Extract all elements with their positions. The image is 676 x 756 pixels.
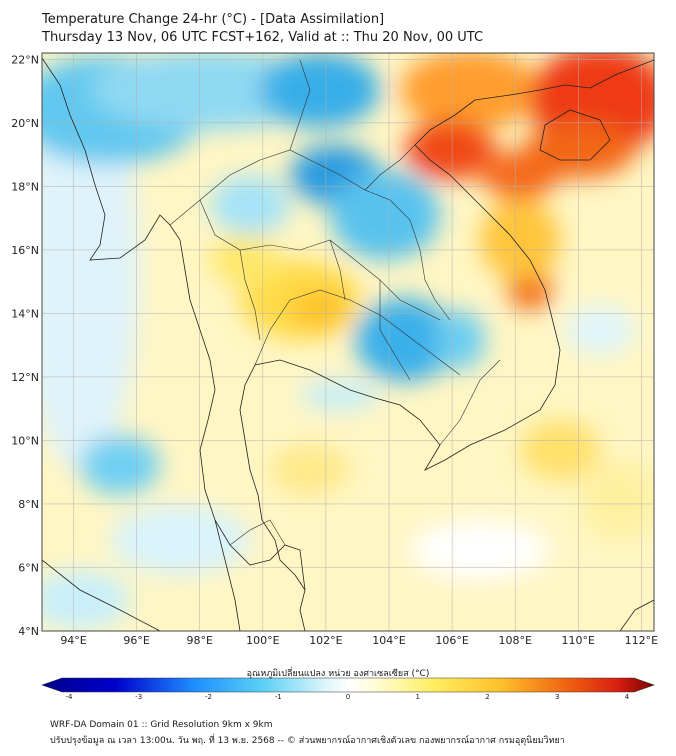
- longitude-label: 100°E: [246, 634, 279, 647]
- plot-frame: [41, 52, 655, 632]
- colorbar-tick-label: 3: [555, 693, 560, 701]
- latitude-label: 16°N: [11, 244, 39, 257]
- colorbar-tick-label: 0: [345, 693, 351, 701]
- colorbar-title: อุณหภูมิเปลี่ยนแปลง หน่วย องศาเซลเซียส (…: [246, 669, 430, 679]
- latitude-label: 18°N: [11, 180, 39, 193]
- latitude-label: 14°N: [11, 307, 39, 320]
- colorbar-tick-label: 4: [624, 693, 630, 701]
- colorbar-tick-label: 1: [415, 693, 420, 701]
- country-borders: [169, 59, 501, 546]
- longitude-label: 110°E: [562, 634, 595, 647]
- latitude-label: 8°N: [18, 498, 39, 511]
- longitude-label: 94°E: [60, 634, 86, 647]
- longitude-label: 108°E: [498, 634, 531, 647]
- colorbar-tick-label: 2: [485, 693, 490, 701]
- longitude-label: 102°E: [309, 634, 342, 647]
- latitude-label: 10°N: [11, 434, 39, 447]
- latitude-label: 6°N: [18, 561, 39, 574]
- colorbar-tick-label: -3: [135, 693, 143, 701]
- footer-domain: WRF-DA Domain 01 :: Grid Resolution 9km …: [50, 720, 273, 730]
- colorbar: [41, 677, 655, 693]
- graticule: [42, 53, 654, 631]
- footer-credit: ปรับปรุงข้อมูล ณ เวลา 13:00น. วัน พฤ. ที…: [50, 736, 565, 746]
- latitude-label: 22°N: [11, 53, 39, 66]
- colorbar-tick-label: -2: [205, 693, 212, 701]
- temperature-field: [42, 53, 654, 631]
- latitude-label: 12°N: [11, 371, 39, 384]
- latitude-label: 4°N: [18, 625, 39, 638]
- map-subtitle: Thursday 13 Nov, 06 UTC FCST+162, Valid …: [42, 30, 484, 45]
- longitude-label: 96°E: [123, 634, 149, 647]
- longitude-labels: 94°E 96°E 98°E 100°E 102°E 104°E 106°E 108°E 110…: [60, 634, 658, 647]
- latitude-labels: 22°N 20°N 18°N 16°N 14°N 12°N 10°N 8°N 6°N 4°N: [11, 53, 39, 638]
- longitude-label: 98°E: [187, 634, 213, 647]
- colorbar-tick-label: -1: [274, 693, 282, 701]
- longitude-label: 106°E: [435, 634, 468, 647]
- colorbar-tick-label: -4: [65, 693, 73, 701]
- longitude-label: 112°E: [625, 634, 658, 647]
- coastlines: [42, 57, 654, 631]
- latitude-label: 20°N: [11, 117, 39, 130]
- longitude-label: 104°E: [372, 634, 405, 647]
- map-title: Temperature Change 24-hr (°C) - [Data As…: [42, 12, 385, 27]
